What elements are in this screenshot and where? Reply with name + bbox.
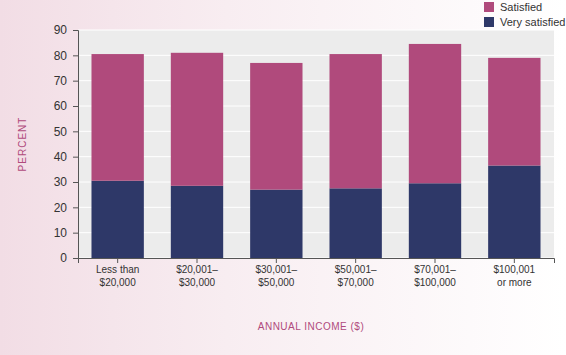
grid-line bbox=[78, 106, 554, 107]
y-tick: 20 bbox=[54, 201, 78, 215]
bar-segment bbox=[91, 54, 143, 181]
x-tick-mark bbox=[514, 258, 515, 263]
y-tick-label: 50 bbox=[54, 125, 68, 139]
bars bbox=[91, 44, 540, 258]
bar-segment bbox=[171, 53, 223, 186]
grid-line bbox=[78, 30, 554, 31]
bar-segment bbox=[329, 54, 381, 188]
x-tick: Less than$20,000 bbox=[96, 258, 139, 288]
y-tick-mark bbox=[73, 30, 78, 31]
y-tick-label: 0 bbox=[60, 251, 67, 265]
y-tick: 70 bbox=[54, 74, 78, 88]
legend: Satisfied Very satisfied bbox=[484, 1, 565, 28]
bar-segment bbox=[250, 190, 302, 258]
y-tick-label: 70 bbox=[54, 74, 68, 88]
y-tick-mark bbox=[73, 55, 78, 56]
grid-line bbox=[78, 156, 554, 157]
bar-segment bbox=[91, 181, 143, 258]
chart: 0 10 20 30 40 50 60 70 80 90 Less than$20,000 $20,0… bbox=[0, 0, 566, 355]
y-tick-label: 80 bbox=[54, 49, 68, 63]
legend-item: Very satisfied bbox=[484, 16, 565, 28]
y-tick: 10 bbox=[54, 226, 78, 240]
x-axis-line bbox=[79, 259, 555, 264]
legend-swatch bbox=[484, 17, 494, 27]
x-tick: $30,001–$50,000 bbox=[255, 258, 297, 288]
grid-line bbox=[78, 55, 554, 56]
y-tick-label: 90 bbox=[54, 23, 68, 37]
x-tick-mark bbox=[276, 258, 277, 263]
grid-line bbox=[78, 80, 554, 81]
y-tick-mark bbox=[73, 207, 78, 208]
y-tick: 30 bbox=[54, 175, 78, 189]
y-tick-mark bbox=[73, 182, 78, 183]
legend-item: Satisfied bbox=[484, 1, 542, 13]
y-tick-label: 40 bbox=[54, 150, 68, 164]
y-tick-label: 30 bbox=[54, 175, 68, 189]
y-tick: 40 bbox=[54, 150, 78, 164]
x-tick-mark bbox=[117, 258, 118, 263]
y-axis-line bbox=[73, 31, 79, 259]
bar-segment bbox=[488, 166, 540, 258]
bar-segment bbox=[329, 188, 381, 258]
grid-line bbox=[78, 182, 554, 183]
y-tick-label: 60 bbox=[54, 99, 68, 113]
y-tick-mark bbox=[73, 131, 78, 132]
x-tick-label: $100,001or more bbox=[493, 264, 535, 288]
x-tick-mark bbox=[197, 258, 198, 263]
x-tick: $50,001–$70,000 bbox=[335, 258, 377, 288]
bar-segment bbox=[250, 63, 302, 190]
y-tick-mark bbox=[73, 106, 78, 107]
y-axis-title: PERCENT bbox=[17, 117, 28, 172]
grid bbox=[78, 30, 554, 258]
grid-line bbox=[78, 131, 554, 132]
grid-line bbox=[78, 207, 554, 208]
y-tick: 50 bbox=[54, 125, 78, 139]
y-tick-mark bbox=[73, 81, 78, 82]
bar-segment bbox=[488, 58, 540, 166]
x-axis: Less than$20,000 $20,001–$30,000 $30,001–$… bbox=[79, 258, 555, 288]
x-tick-label: $70,001–$100,000 bbox=[414, 264, 456, 288]
legend-swatch bbox=[484, 2, 494, 12]
x-tick: $70,001–$100,000 bbox=[414, 258, 456, 288]
y-axis: 0 10 20 30 40 50 60 70 80 90 bbox=[54, 23, 79, 265]
y-tick-mark bbox=[73, 157, 78, 158]
bar-segment bbox=[409, 44, 461, 183]
x-tick: $20,001–$30,000 bbox=[176, 258, 218, 288]
y-tick-mark bbox=[73, 258, 78, 259]
y-tick-label: 20 bbox=[54, 201, 68, 215]
y-tick: 80 bbox=[54, 49, 78, 63]
legend-label: Very satisfied bbox=[500, 16, 565, 28]
y-tick: 60 bbox=[54, 99, 78, 113]
y-tick: 0 bbox=[60, 251, 78, 265]
x-tick-label: $30,001–$50,000 bbox=[255, 264, 297, 288]
x-tick-label: $20,001–$30,000 bbox=[176, 264, 218, 288]
bar-segment bbox=[171, 186, 223, 258]
legend-label: Satisfied bbox=[500, 1, 542, 13]
x-tick-mark bbox=[435, 258, 436, 263]
grid-line bbox=[78, 232, 554, 233]
x-tick-label: Less than$20,000 bbox=[96, 264, 139, 288]
x-tick-mark bbox=[355, 258, 356, 263]
plot: 0 10 20 30 40 50 60 70 80 90 Less than$20,000 $20,0… bbox=[54, 23, 555, 287]
x-axis-title: ANNUAL INCOME ($) bbox=[258, 321, 364, 332]
x-tick: $100,001or more bbox=[493, 258, 535, 288]
x-tick-label: $50,001–$70,000 bbox=[335, 264, 377, 288]
y-tick: 90 bbox=[54, 23, 78, 37]
y-tick-mark bbox=[73, 233, 78, 234]
plot-background bbox=[78, 30, 554, 258]
bar-segment bbox=[409, 183, 461, 258]
y-tick-label: 10 bbox=[54, 226, 68, 240]
